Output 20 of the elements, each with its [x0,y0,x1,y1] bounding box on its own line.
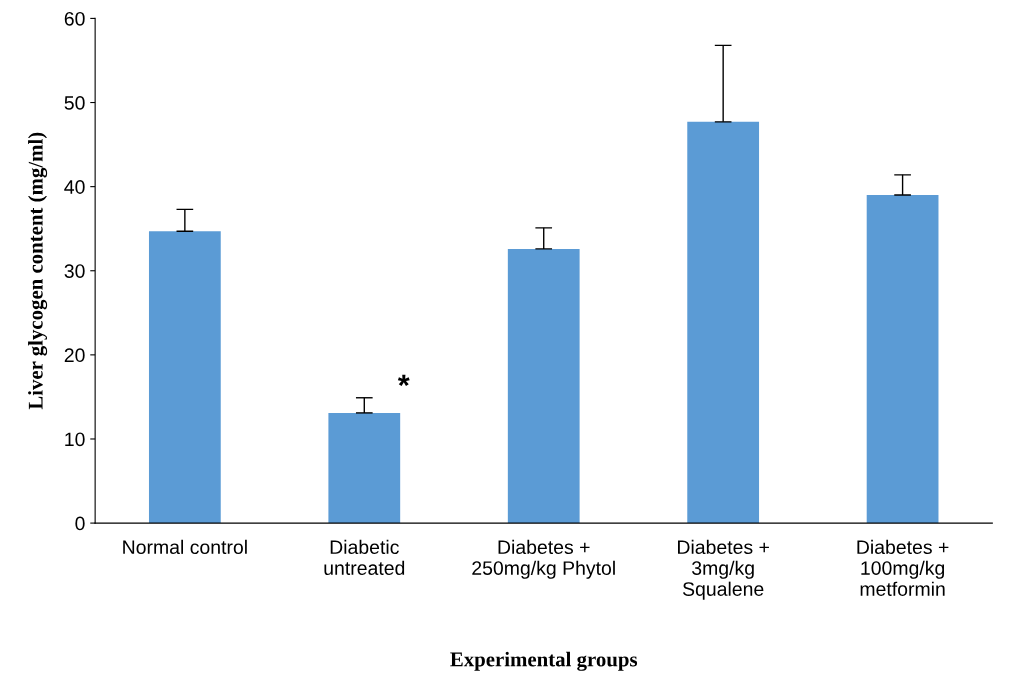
x-tick-label: Diabetes + 3mg/kg Squalene [678,539,769,600]
x-axis-title: Experimental groups [450,651,638,671]
bar [328,412,401,524]
bar [687,121,760,524]
bar [148,231,221,524]
y-tick-label: 20 [64,348,85,363]
x-tick-label: Diabetic untreated [324,539,405,575]
bar [507,248,580,524]
annotation: * [397,374,410,387]
y-tick-label: 40 [64,180,85,194]
y-tick-label: 30 [64,264,85,278]
bar [866,195,939,524]
x-tick-label: Diabetes + 100mg/kg metformin [857,539,949,596]
y-tick-label: 50 [64,96,85,110]
y-tick-label: 0 [75,516,85,531]
y-tick-label: 10 [65,432,85,447]
y-axis-title: Liver glycogen content (mg/ml) [28,132,48,410]
x-tick-label: Diabetes + 250mg/kg Phytol [472,539,615,579]
y-tick-label: 60 [64,11,85,26]
x-tick-label: Normal control [123,539,247,555]
